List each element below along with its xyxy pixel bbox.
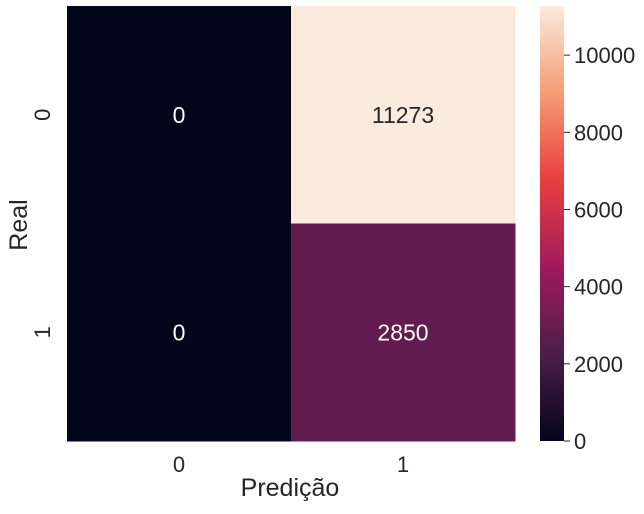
colorbar-tick-label-2000: 2000 (574, 352, 623, 377)
x-tick-label-0: 0 (173, 452, 185, 477)
y-axis-ticks: 01 (30, 109, 55, 339)
heatmap-cell-label-r0-c0: 0 (173, 102, 186, 128)
colorbar-tick-label-0: 0 (574, 429, 586, 454)
colorbar-tick-label-4000: 4000 (574, 275, 623, 300)
y-tick-label-0: 0 (30, 109, 55, 121)
heatmap-cell-r1-c1 (291, 223, 516, 442)
colorbar-ticks: 0 2000 4000 6000 8000 10000 (564, 43, 635, 454)
y-tick-label-1: 1 (30, 326, 55, 338)
heatmap-plot-area: 0 11273 0 2850 (67, 6, 516, 442)
colorbar-tick-label-6000: 6000 (574, 197, 623, 222)
heatmap-cell-label-r1-c1: 2850 (377, 319, 428, 345)
heatmap-cell-r0-c1 (291, 6, 516, 224)
heatmap-cell-label-r0-c1: 11273 (372, 102, 434, 128)
heatmap-cell-r1-c0 (67, 223, 292, 442)
heatmap-cell-label-r1-c0: 0 (173, 319, 186, 345)
colorbar-gradient (540, 6, 564, 441)
colorbar-tick-label-10000: 10000 (574, 43, 635, 68)
x-axis-title: Predição (241, 474, 340, 502)
colorbar: 0 2000 4000 6000 8000 10000 (540, 6, 635, 454)
heatmap-cell-r0-c0 (67, 6, 292, 224)
y-axis-title: Real (5, 199, 33, 250)
x-tick-label-1: 1 (397, 452, 409, 477)
colorbar-tick-label-8000: 8000 (574, 120, 623, 145)
